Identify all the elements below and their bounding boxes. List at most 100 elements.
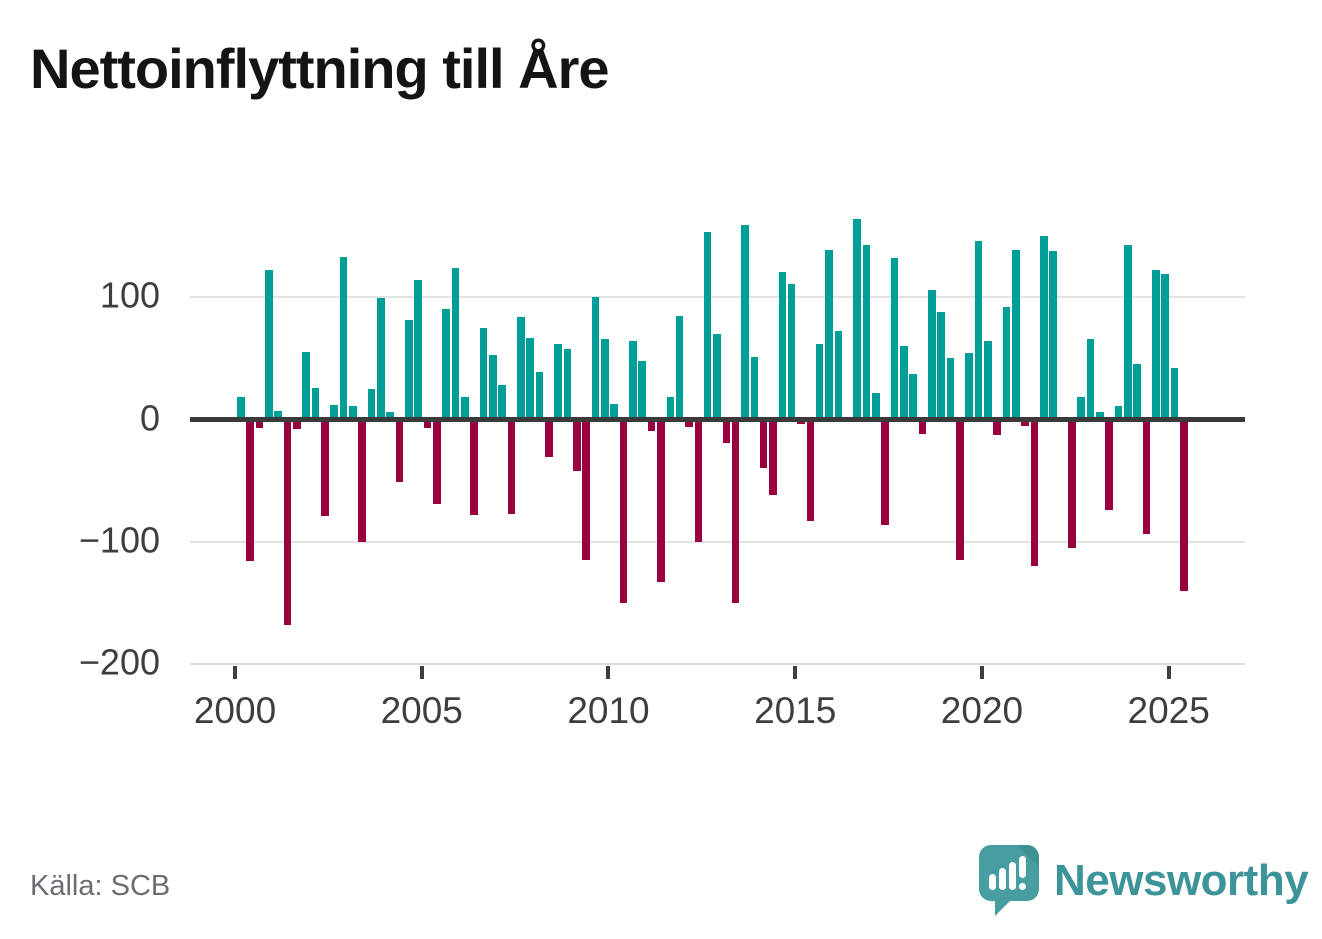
- bar-2019K4: [974, 241, 983, 420]
- bar-2020K2: [993, 419, 1001, 436]
- bar-2009K3: [591, 297, 600, 420]
- bar-2007K2: [507, 419, 516, 514]
- bar-2016K4: [862, 244, 871, 420]
- y-axis-label: −200: [78, 641, 160, 683]
- bar-2017K4: [899, 346, 908, 420]
- bar-2012K3: [703, 232, 712, 420]
- bar-2019K2: [955, 419, 964, 561]
- bar-2020K4: [1011, 249, 1020, 420]
- bar-2022K3: [1077, 397, 1085, 420]
- x-axis-label: 2025: [1127, 690, 1210, 731]
- bar-2002K3: [330, 404, 338, 420]
- x-axis-tick-2010: [606, 666, 611, 679]
- bar-2008K1: [535, 371, 544, 420]
- x-axis-tick-2005: [419, 666, 424, 679]
- bar-2011K3: [666, 397, 675, 420]
- x-axis-label: 2005: [380, 690, 463, 731]
- bar-2017K2: [881, 419, 889, 525]
- bar-2014K4: [787, 283, 796, 420]
- bar-2003K2: [358, 419, 366, 542]
- gridline-100: [190, 296, 1245, 299]
- y-axis-label: 100: [99, 274, 160, 316]
- bar-2011K4: [675, 315, 684, 420]
- bar-2020K3: [1002, 307, 1011, 420]
- bar-2005K2: [433, 419, 441, 504]
- bar-2017K1: [871, 392, 880, 420]
- y-axis-label: −100: [78, 519, 160, 561]
- bar-2000K3: [255, 419, 264, 429]
- bar-2021K1: [1021, 419, 1029, 426]
- gridline-−100: [190, 540, 1245, 543]
- bar-2019K1: [946, 358, 955, 420]
- bar-2005K4: [451, 267, 460, 420]
- bar-2007K3: [517, 316, 525, 420]
- bar-2015K2: [806, 419, 815, 521]
- bar-2017K3: [890, 258, 899, 420]
- bar-2003K3: [367, 388, 376, 420]
- x-axis-tick-2025: [1166, 666, 1171, 679]
- bar-2023K4: [1124, 244, 1132, 420]
- bar-2002K2: [321, 419, 329, 517]
- bar-2013K1: [722, 419, 731, 443]
- bar-2004K3: [405, 320, 413, 420]
- bar-2013K2: [731, 419, 740, 603]
- bar-2009K1: [573, 419, 581, 471]
- bar-2019K3: [965, 353, 973, 420]
- bar-2007K1: [498, 385, 507, 420]
- newsworthy-bubble-icon: [979, 845, 1039, 916]
- bar-2006K2: [470, 419, 479, 515]
- newsworthy-logo: Newsworthy: [978, 844, 1309, 918]
- bar-2024K4: [1161, 274, 1169, 420]
- bar-2012K1: [685, 419, 693, 427]
- x-axis-label: 2015: [754, 690, 837, 731]
- bar-2013K4: [750, 357, 759, 420]
- bar-2005K3: [442, 309, 450, 420]
- x-axis-tick-2020: [979, 666, 984, 679]
- bar-2008K2: [545, 419, 553, 458]
- bar-2023K2: [1105, 419, 1113, 510]
- bar-2018K2: [918, 419, 927, 435]
- bar-2015K3: [815, 343, 824, 420]
- page-title: Nettoinflyttning till Åre: [30, 37, 610, 100]
- bar-2004K2: [395, 419, 404, 482]
- bar-2021K4: [1049, 250, 1057, 420]
- bar-2014K1: [759, 419, 768, 469]
- x-axis-label: 2010: [567, 690, 650, 731]
- bar-2001K1: [274, 410, 282, 420]
- zero-baseline: [190, 417, 1245, 422]
- bar-2001K3: [293, 419, 301, 430]
- bar-2004K1: [386, 412, 394, 420]
- bar-2018K1: [909, 374, 917, 420]
- bar-2011K1: [647, 419, 656, 431]
- x-axis-label: 2020: [940, 690, 1024, 731]
- bar-2006K4: [489, 354, 497, 420]
- bar-2022K2: [1067, 419, 1076, 548]
- bar-2021K2: [1030, 419, 1039, 567]
- bar-2024K1: [1133, 364, 1141, 420]
- bar-2010K3: [629, 341, 637, 420]
- bar-2024K3: [1152, 270, 1160, 420]
- bar-2007K4: [526, 337, 535, 420]
- y-axis-label: 0: [139, 396, 160, 438]
- bar-2023K1: [1096, 412, 1104, 420]
- bar-2003K1: [349, 406, 357, 420]
- bar-2016K3: [853, 219, 861, 420]
- bar-2010K1: [610, 403, 619, 420]
- bar-2023K3: [1114, 406, 1123, 420]
- bar-2013K3: [741, 225, 749, 420]
- bar-2008K3: [554, 343, 563, 420]
- bar-2010K4: [638, 360, 647, 420]
- bar-2009K2: [582, 419, 591, 561]
- bar-2018K4: [937, 311, 945, 420]
- bar-2016K1: [834, 331, 843, 420]
- bar-2010K2: [619, 419, 628, 603]
- x-axis-tick-2000: [233, 666, 237, 679]
- bar-2001K4: [302, 352, 310, 420]
- bar-2008K4: [563, 348, 572, 420]
- bar-2003K4: [377, 298, 385, 420]
- bar-2014K2: [769, 419, 777, 496]
- bar-2002K4: [339, 256, 348, 420]
- bar-2014K3: [778, 271, 787, 420]
- bar-2025K2: [1180, 419, 1188, 591]
